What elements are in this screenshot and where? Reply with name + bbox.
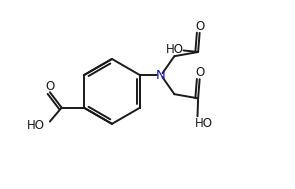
Text: HO: HO xyxy=(195,117,213,130)
Text: HO: HO xyxy=(166,43,184,56)
Text: N: N xyxy=(156,69,166,82)
Text: HO: HO xyxy=(27,119,45,132)
Text: O: O xyxy=(195,66,205,79)
Text: O: O xyxy=(195,20,205,33)
Text: O: O xyxy=(45,80,54,92)
